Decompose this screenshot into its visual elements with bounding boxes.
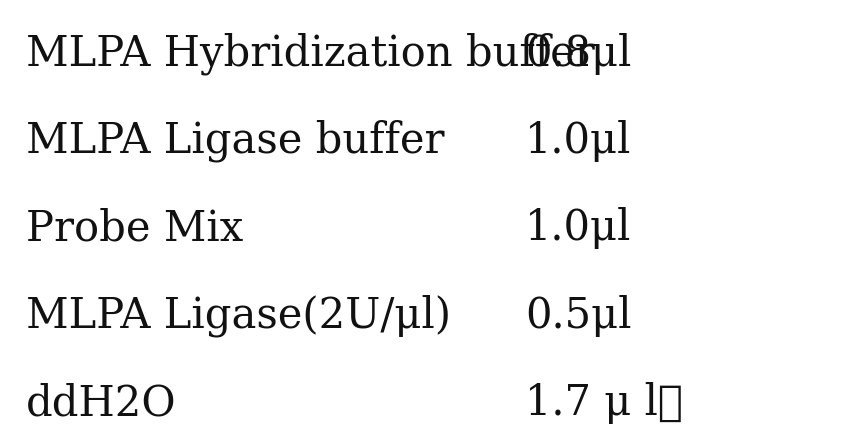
Text: 0.8μl: 0.8μl [525,33,631,75]
Text: Probe Mix: Probe Mix [26,207,242,250]
Text: MLPA Ligase buffer: MLPA Ligase buffer [26,120,444,162]
Text: MLPA Hybridization buffer: MLPA Hybridization buffer [26,33,594,75]
Text: 0.5μl: 0.5μl [525,295,631,337]
Text: 1.0μl: 1.0μl [525,120,631,162]
Text: MLPA Ligase(2U/μl): MLPA Ligase(2U/μl) [26,295,450,337]
Text: ddH2O: ddH2O [26,382,176,424]
Text: 1.7 μ l。: 1.7 μ l。 [525,382,682,424]
Text: 1.0μl: 1.0μl [525,207,631,250]
